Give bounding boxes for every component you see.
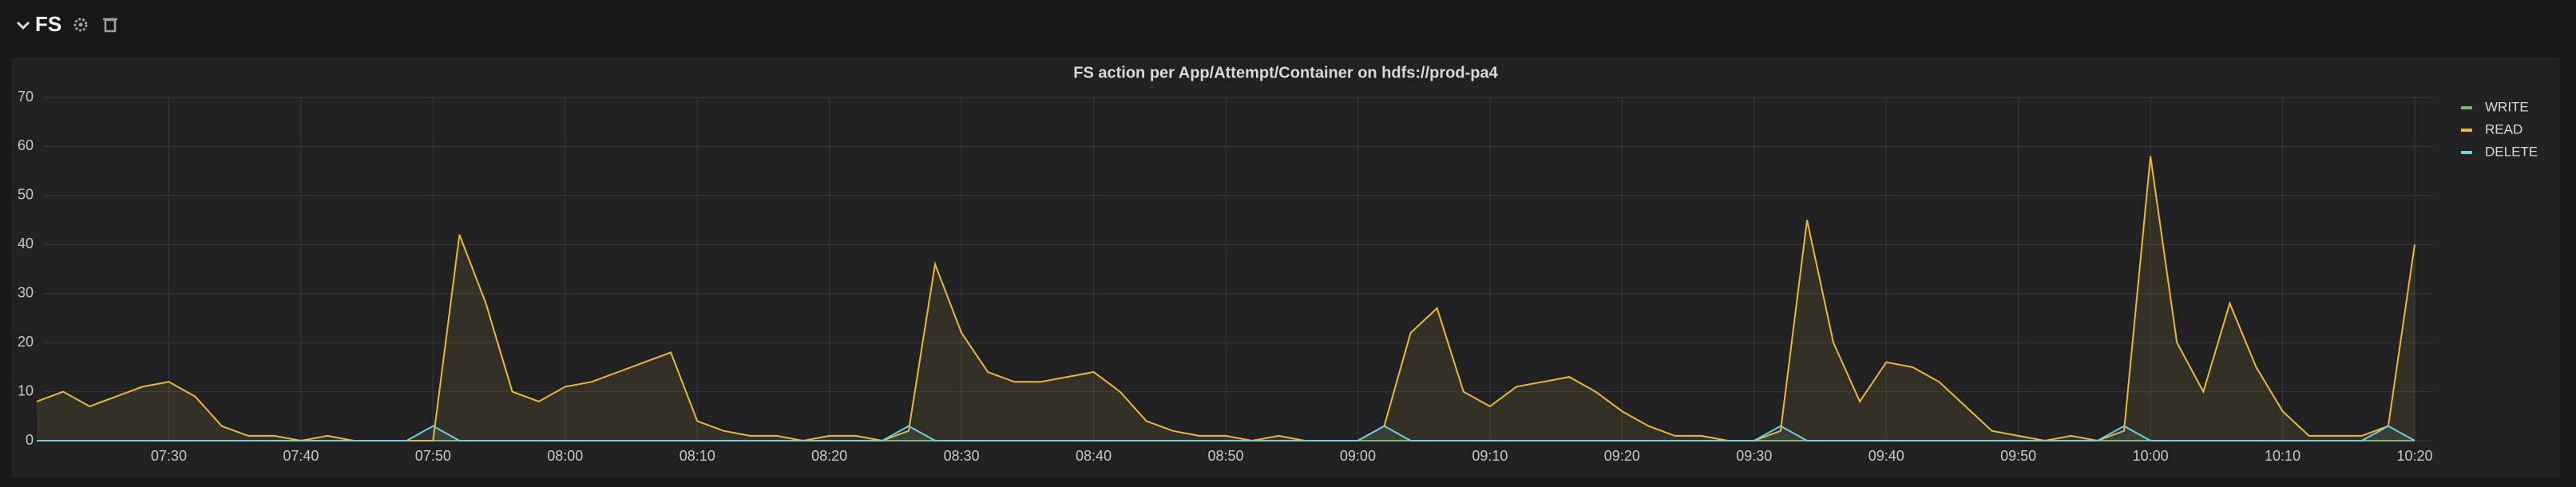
legend-swatch — [2461, 106, 2472, 109]
y-tick-label: 0 — [26, 432, 34, 448]
legend-label: WRITE — [2485, 99, 2529, 114]
x-tick-label: 10:00 — [2133, 448, 2169, 464]
delete-icon[interactable] — [103, 18, 117, 33]
plot: 0 10 20 30 40 50 60 70 07:30 07:40 07:50 08:00 08:10… — [18, 89, 2434, 464]
x-tick-label: 09:10 — [1472, 448, 1508, 464]
series-line — [36, 156, 2415, 442]
series-line — [37, 425, 2415, 441]
y-tick-label: 30 — [18, 284, 34, 300]
row-title: FS — [35, 12, 61, 36]
legend-swatch — [2461, 129, 2472, 132]
chart-title: FS action per App/Attempt/Container on h… — [1073, 64, 1498, 81]
x-tick-label: 08:10 — [680, 448, 715, 464]
y-tick-label: 60 — [18, 137, 34, 153]
x-tick-label: 09:50 — [2000, 448, 2036, 464]
x-tick-label: 09:20 — [1604, 448, 1640, 464]
series-area — [37, 156, 2415, 441]
settings-icon[interactable] — [73, 18, 88, 32]
x-tick-label: 09:00 — [1340, 448, 1376, 464]
y-tick-label: 10 — [18, 382, 34, 398]
x-tick-label: 10:20 — [2396, 448, 2432, 464]
x-tick-label: 09:40 — [1869, 448, 1904, 464]
x-tick-label: 10:10 — [2265, 448, 2301, 464]
y-tick-label: 40 — [18, 236, 34, 251]
x-tick-label: 08:40 — [1076, 448, 1112, 464]
y-tick-label: 50 — [18, 187, 34, 203]
x-tick-label: 08:50 — [1207, 448, 1243, 464]
x-tick-label: 08:20 — [811, 448, 847, 464]
x-tick-label: 07:30 — [151, 448, 187, 464]
legend-swatch — [2461, 151, 2472, 154]
legend-label: DELETE — [2485, 144, 2538, 159]
x-tick-label: 09:30 — [1736, 448, 1772, 464]
x-tick-label: 07:50 — [415, 448, 451, 464]
legend-label: READ — [2485, 121, 2522, 137]
panel — [11, 57, 2560, 477]
x-tick-label: 08:30 — [944, 448, 980, 464]
y-tick-label: 70 — [18, 89, 34, 105]
x-tick-label: 07:40 — [283, 448, 319, 464]
x-tick-label: 08:00 — [547, 448, 583, 464]
y-tick-label: 20 — [18, 334, 34, 350]
collapse-chevron[interactable] — [16, 21, 30, 30]
